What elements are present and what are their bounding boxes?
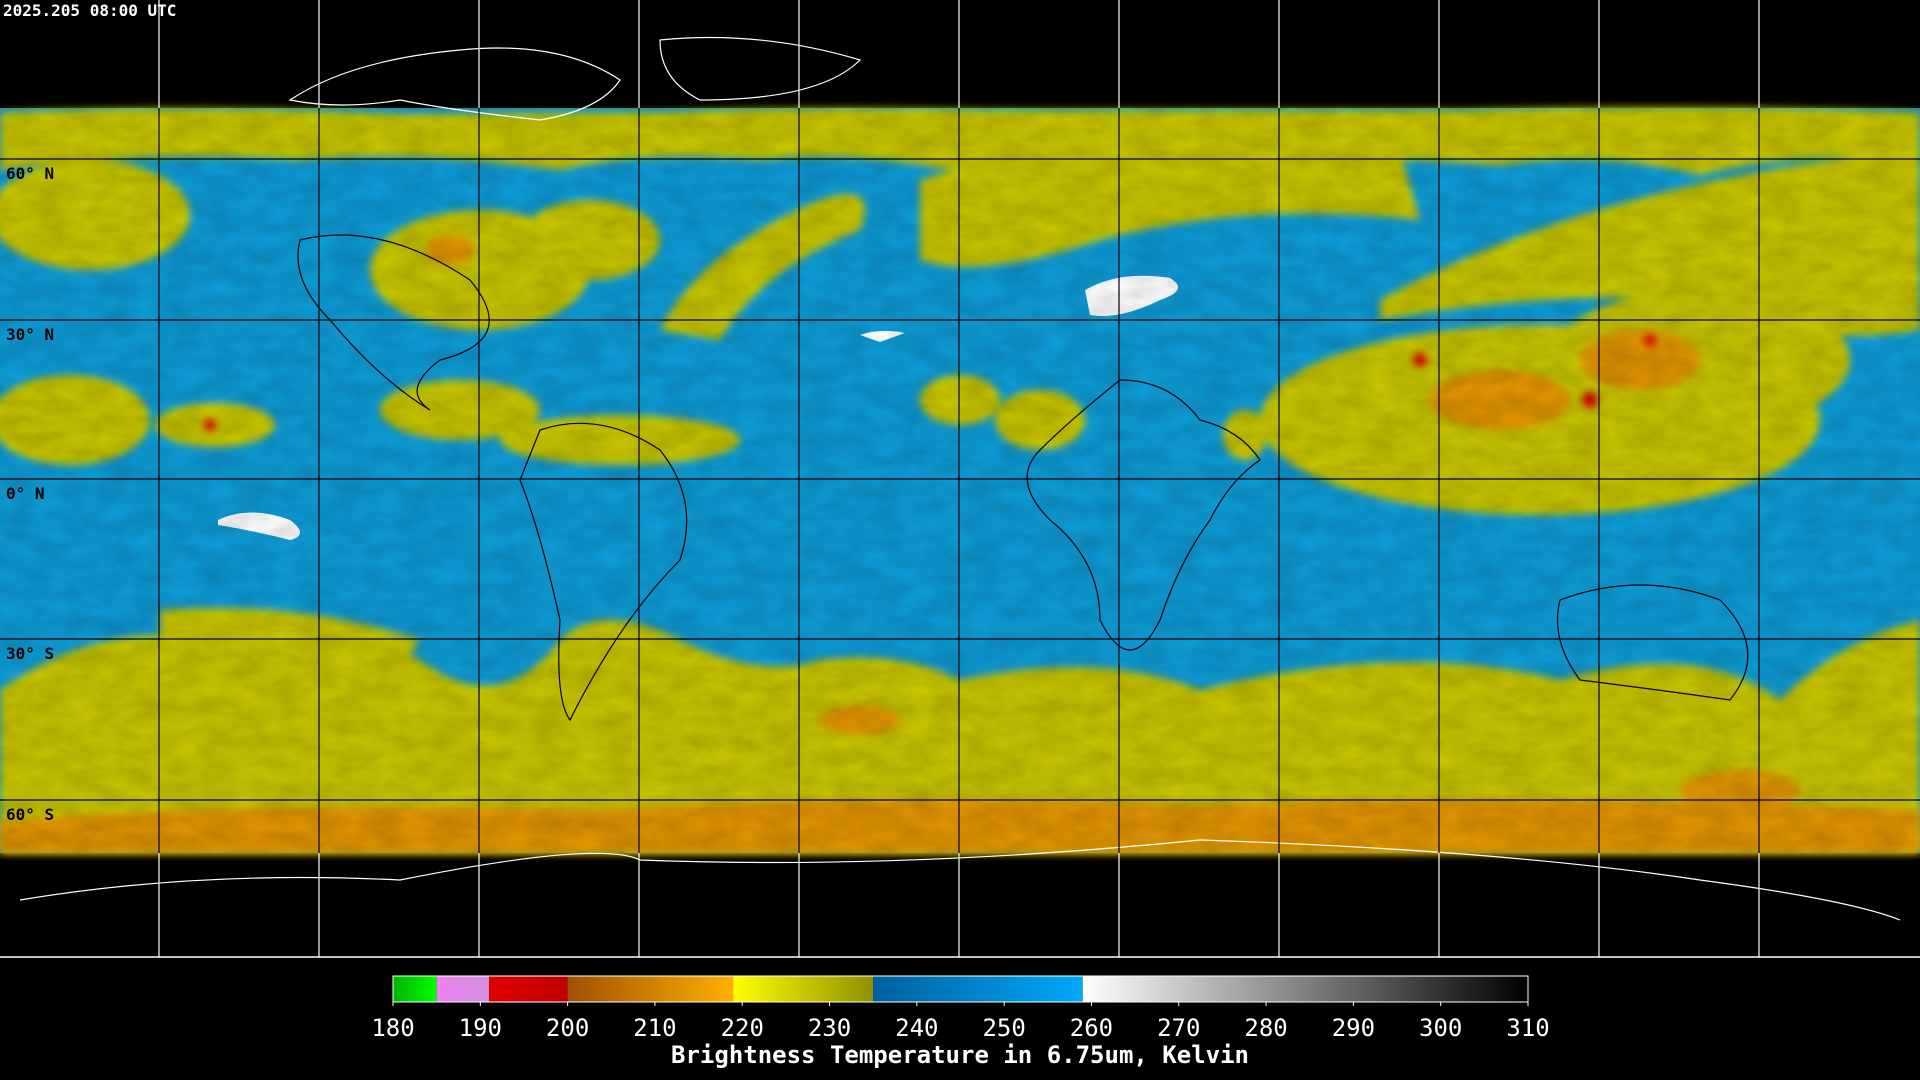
polar-coastlines	[19, 36, 1901, 921]
colorbar-tick-label: 310	[1506, 1014, 1549, 1042]
latitude-label: 60° S	[6, 805, 54, 824]
colorbar-title: Brightness Temperature in 6.75um, Kelvin	[671, 1041, 1249, 1069]
latitude-labels: 60° N 30° N 0° N 30° S 60° S	[6, 164, 54, 824]
colorbar-tick-label: 200	[546, 1014, 589, 1042]
colorbar-tick-label: 280	[1244, 1014, 1287, 1042]
graticule	[0, 0, 1920, 958]
colorbar-segment	[393, 976, 437, 1002]
colorbar-segment	[436, 976, 490, 1002]
colorbar-tick-label: 190	[459, 1014, 502, 1042]
colorbar-segment	[733, 976, 874, 1002]
latitude-label: 30° N	[6, 325, 54, 344]
colorbar-tick-label: 260	[1070, 1014, 1113, 1042]
latitude-label: 30° S	[6, 644, 54, 663]
colorbar-tick-label: 220	[721, 1014, 764, 1042]
colorbar-tick-label: 300	[1419, 1014, 1462, 1042]
colorbar-tick-label: 240	[895, 1014, 938, 1042]
colorbar-tick-label: 210	[633, 1014, 676, 1042]
water-vapor-imagery	[0, 36, 1920, 921]
colorbar-tick-label: 290	[1332, 1014, 1375, 1042]
coastlines	[297, 234, 1749, 722]
colorbar-segment	[489, 976, 568, 1002]
colorbar-tick-label: 180	[371, 1014, 414, 1042]
colorbar-segment	[1082, 976, 1528, 1002]
latitude-label: 60° N	[6, 164, 54, 183]
colorbar-tick-label: 270	[1157, 1014, 1200, 1042]
colorbar: 180 190 200 210 220 230 240 250 260 270 280 290 300 3…	[371, 975, 1550, 1042]
colorbar-tick-label: 250	[982, 1014, 1025, 1042]
texture	[0, 108, 1920, 853]
timestamp: 2025.205 08:00 UTC	[3, 1, 176, 20]
colorbar-segment	[873, 976, 1083, 1002]
colorbar-segment	[567, 976, 734, 1002]
colorbar-frame	[392, 975, 1529, 1003]
colorbar-tick-label: 230	[808, 1014, 851, 1042]
latitude-label: 0° N	[6, 484, 45, 503]
